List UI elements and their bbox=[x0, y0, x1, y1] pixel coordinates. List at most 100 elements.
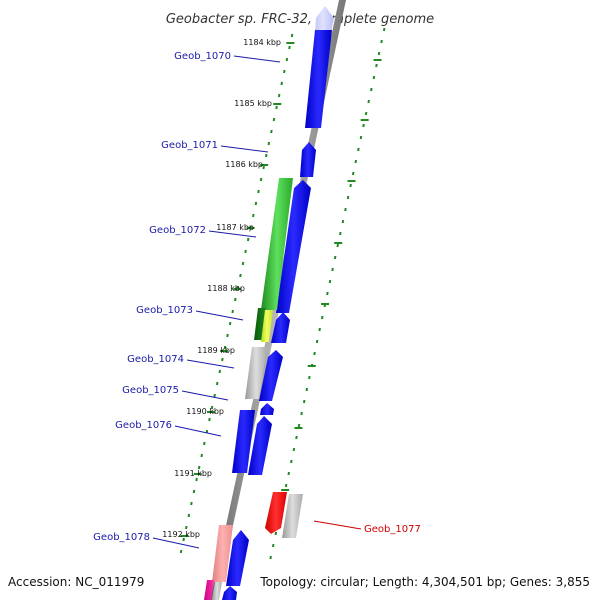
ruler-dot bbox=[218, 369, 222, 374]
ruler-dot bbox=[336, 243, 339, 248]
gene-gray-1074[interactable] bbox=[245, 347, 267, 399]
ruler-dot bbox=[375, 63, 378, 68]
ruler-dot bbox=[195, 477, 198, 482]
gene-label[interactable]: Geob_1078 bbox=[93, 532, 150, 543]
ruler-dot bbox=[190, 501, 193, 506]
ruler-dot bbox=[283, 69, 286, 74]
gene-label[interactable]: Geob_1077 bbox=[364, 524, 421, 535]
gene-geob-1075[interactable] bbox=[260, 403, 274, 415]
ruler-dot bbox=[313, 351, 316, 356]
ruler-dot bbox=[192, 489, 196, 494]
ruler-dot bbox=[265, 153, 268, 158]
ruler-dot bbox=[259, 177, 263, 182]
gene-geob-1078-forward[interactable] bbox=[226, 530, 249, 586]
ruler-dot bbox=[226, 333, 229, 338]
ruler-dot bbox=[182, 537, 185, 542]
gene-geob-1073[interactable] bbox=[271, 312, 290, 343]
ruler-dot bbox=[331, 267, 334, 272]
gene-magenta-bottom[interactable] bbox=[204, 580, 214, 600]
gene-labels: Geob_1070 Geob_1071 Geob_1072 Geob_1073 Geob… bbox=[93, 51, 421, 549]
ruler-dot bbox=[285, 57, 289, 62]
kbp-label: 1191 kbp bbox=[174, 469, 212, 478]
ruler-dot bbox=[272, 543, 275, 548]
gene-leader-line bbox=[152, 537, 200, 549]
ruler-dot bbox=[185, 525, 188, 530]
ruler-dot bbox=[244, 249, 247, 254]
ruler-dot bbox=[262, 165, 265, 170]
ruler-dot bbox=[346, 195, 350, 200]
gene-label[interactable]: Geob_1072 bbox=[149, 225, 206, 236]
ruler-dot bbox=[239, 273, 242, 278]
ruler-dot bbox=[187, 513, 191, 518]
gene-green-large[interactable] bbox=[261, 178, 293, 310]
gene-leader-line bbox=[181, 390, 229, 401]
ruler-dot bbox=[297, 423, 301, 428]
ruler-dot bbox=[370, 87, 373, 92]
gene-label[interactable]: Geob_1074 bbox=[127, 354, 184, 365]
gene-geob-1074[interactable] bbox=[259, 350, 283, 401]
ruler-dot bbox=[372, 75, 376, 80]
ruler-dot bbox=[254, 201, 258, 206]
ruler-dot bbox=[287, 471, 290, 476]
ruler-dot bbox=[269, 555, 272, 560]
ruler-dot bbox=[275, 105, 278, 110]
ruler-dot bbox=[267, 141, 271, 146]
ruler-dot bbox=[288, 45, 291, 50]
ruler-dot bbox=[377, 51, 381, 56]
gene-geob-1077[interactable] bbox=[265, 492, 287, 534]
ruler-dot bbox=[272, 117, 276, 122]
ruler-dot bbox=[231, 309, 234, 314]
forward-strand-genes bbox=[222, 6, 334, 600]
gene-pink-1078[interactable] bbox=[212, 525, 233, 582]
map-title: Geobacter sp. FRC-32, complete genome bbox=[166, 12, 434, 27]
ruler-dot bbox=[257, 189, 260, 194]
gene-yellow-green[interactable] bbox=[261, 310, 273, 342]
ruler-dot bbox=[179, 549, 183, 554]
kbp-labels: 1184 kbp 1185 kbp 1186 kbp 1187 kbp 1188 kbp… bbox=[162, 38, 281, 539]
gene-label[interactable]: Geob_1075 bbox=[122, 385, 179, 396]
gene-label[interactable]: Geob_1070 bbox=[174, 51, 231, 62]
kbp-label: 1185 kbp bbox=[234, 99, 272, 108]
gene-label[interactable]: Geob_1076 bbox=[115, 420, 172, 431]
ruler-dot bbox=[357, 147, 360, 152]
gene-forward-bottom[interactable] bbox=[222, 586, 237, 600]
ruler-dot bbox=[228, 321, 232, 326]
ruler-dot bbox=[351, 171, 355, 176]
gene-gray-1077[interactable] bbox=[282, 494, 303, 538]
kbp-label: 1188 kbp bbox=[207, 284, 245, 293]
gene-leader-line bbox=[313, 520, 362, 530]
gene-geob-1072[interactable] bbox=[276, 180, 311, 313]
gene-geob-1076a[interactable] bbox=[232, 410, 255, 473]
gene-geob-1076b[interactable] bbox=[248, 416, 272, 475]
ruler-dot bbox=[308, 375, 311, 380]
gene-geob-1071[interactable] bbox=[300, 142, 316, 177]
kbp-label: 1190 kbp bbox=[186, 407, 224, 416]
ruler-dot bbox=[213, 393, 216, 398]
ruler-dot bbox=[300, 411, 303, 416]
ruler-dot bbox=[354, 159, 358, 164]
kbp-label: 1192 kbp bbox=[162, 530, 200, 539]
gene-label[interactable]: Geob_1073 bbox=[136, 305, 193, 316]
ruler-dot bbox=[380, 39, 383, 44]
ruler-dot bbox=[292, 447, 296, 452]
gene-label[interactable]: Geob_1071 bbox=[161, 140, 218, 151]
ruler-dot bbox=[341, 219, 345, 224]
ruler-dot bbox=[364, 111, 368, 116]
ruler-dot bbox=[246, 237, 250, 242]
gene-gray-bottom[interactable] bbox=[212, 582, 222, 600]
accession-text: Accession: NC_011979 bbox=[8, 575, 144, 589]
ruler-dot bbox=[270, 129, 273, 134]
ruler-dot bbox=[290, 33, 294, 38]
scale-ruler bbox=[179, 27, 386, 560]
gene-geob-1070-body[interactable] bbox=[305, 30, 332, 128]
gene-leader-line bbox=[220, 145, 269, 153]
ruler-dot bbox=[326, 291, 329, 296]
ruler-dot bbox=[223, 345, 227, 350]
ruler-dot bbox=[197, 465, 201, 470]
gene-leader-line bbox=[233, 55, 281, 63]
ruler-dot bbox=[333, 255, 337, 260]
ruler-dot bbox=[339, 231, 342, 236]
kbp-label: 1187 kbp bbox=[216, 223, 254, 232]
ruler-dot bbox=[367, 99, 370, 104]
